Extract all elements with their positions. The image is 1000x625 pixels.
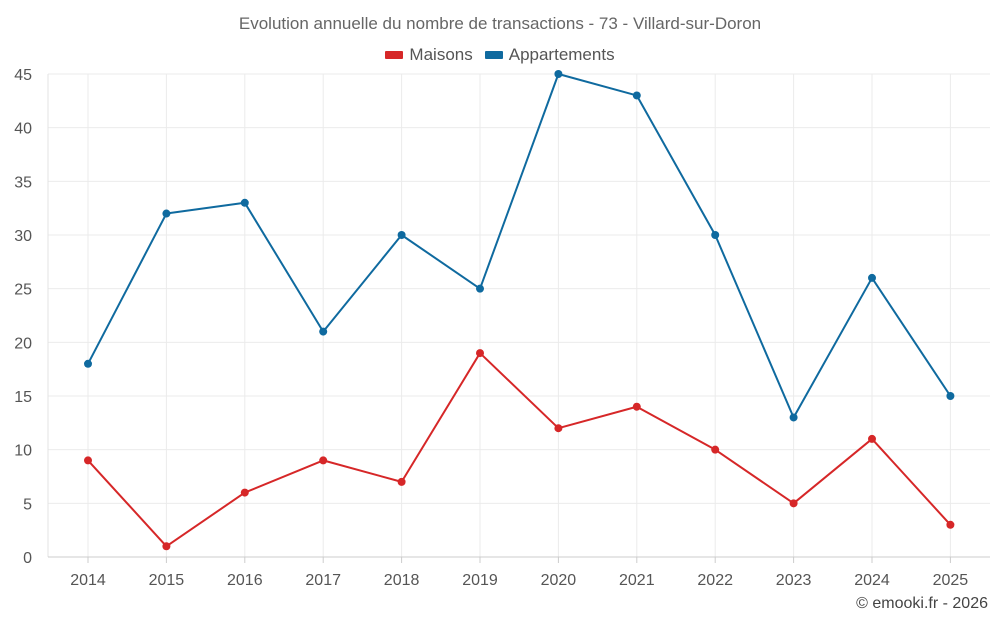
x-tick-label: 2014 (70, 572, 106, 589)
data-point-appartements (162, 209, 171, 218)
data-point-maisons (554, 424, 563, 433)
legend-swatch-appartements (484, 51, 503, 59)
x-tick-label: 2020 (541, 572, 577, 589)
legend-label-maisons: Maisons (409, 45, 473, 64)
y-tick-label: 35 (14, 174, 32, 191)
data-point-maisons (476, 349, 484, 358)
data-point-appartements (240, 198, 249, 207)
x-tick-label: 2016 (227, 572, 263, 589)
credit-text: © emooki.fr - 2026 (856, 595, 988, 612)
data-point-appartements (554, 70, 563, 78)
data-point-appartements (711, 231, 720, 239)
data-point-maisons (84, 456, 92, 465)
legend: Maisons Appartements (0, 45, 1000, 65)
data-point-maisons (789, 499, 798, 508)
series-line-appartements (87, 73, 952, 419)
grid (48, 73, 990, 558)
x-tick-label: 2024 (854, 572, 890, 589)
data-point-maisons (319, 456, 328, 465)
data-point-maisons (711, 445, 720, 454)
legend-swatch-maisons (385, 51, 404, 59)
legend-label-appartements: Appartements (508, 45, 615, 64)
x-tick-label: 2017 (305, 572, 341, 589)
y-tick-label: 10 (14, 443, 32, 460)
data-point-maisons (632, 402, 641, 411)
chart-title: Evolution annuelle du nombre de transact… (238, 14, 762, 33)
x-tick-label: 2025 (933, 572, 969, 589)
x-tick-label: 2021 (619, 572, 655, 589)
data-point-maisons (240, 488, 249, 497)
legend-item-appartements[interactable]: Appartements (484, 45, 615, 65)
data-point-maisons (162, 542, 171, 551)
y-tick-label: 30 (14, 228, 32, 245)
data-point-appartements (868, 273, 876, 282)
series-line-maisons (87, 352, 952, 548)
data-point-maisons (946, 520, 955, 529)
data-point-appartements (476, 284, 484, 293)
data-point-appartements (397, 231, 406, 239)
data-point-appartements (632, 91, 641, 100)
y-tick-label: 45 (14, 67, 32, 84)
x-tick-label: 2019 (462, 572, 498, 589)
x-tick-label: 2023 (776, 572, 812, 589)
series (84, 70, 955, 551)
data-point-appartements (789, 413, 798, 422)
data-point-appartements (946, 392, 955, 400)
x-tick-label: 2015 (149, 572, 185, 589)
data-point-appartements (319, 327, 328, 336)
y-tick-label: 5 (23, 496, 32, 513)
y-tick-label: 15 (14, 389, 32, 406)
y-tick-label: 40 (14, 121, 32, 138)
y-tick-label: 20 (14, 335, 32, 352)
data-point-maisons (397, 477, 406, 486)
legend-item-maisons[interactable]: Maisons (385, 45, 473, 65)
y-tick-label: 25 (14, 282, 32, 299)
y-tick-label: 0 (23, 550, 32, 567)
x-tick-label: 2018 (384, 572, 420, 589)
data-point-appartements (84, 359, 92, 368)
data-point-maisons (868, 434, 876, 443)
x-tick-label: 2022 (697, 572, 733, 589)
